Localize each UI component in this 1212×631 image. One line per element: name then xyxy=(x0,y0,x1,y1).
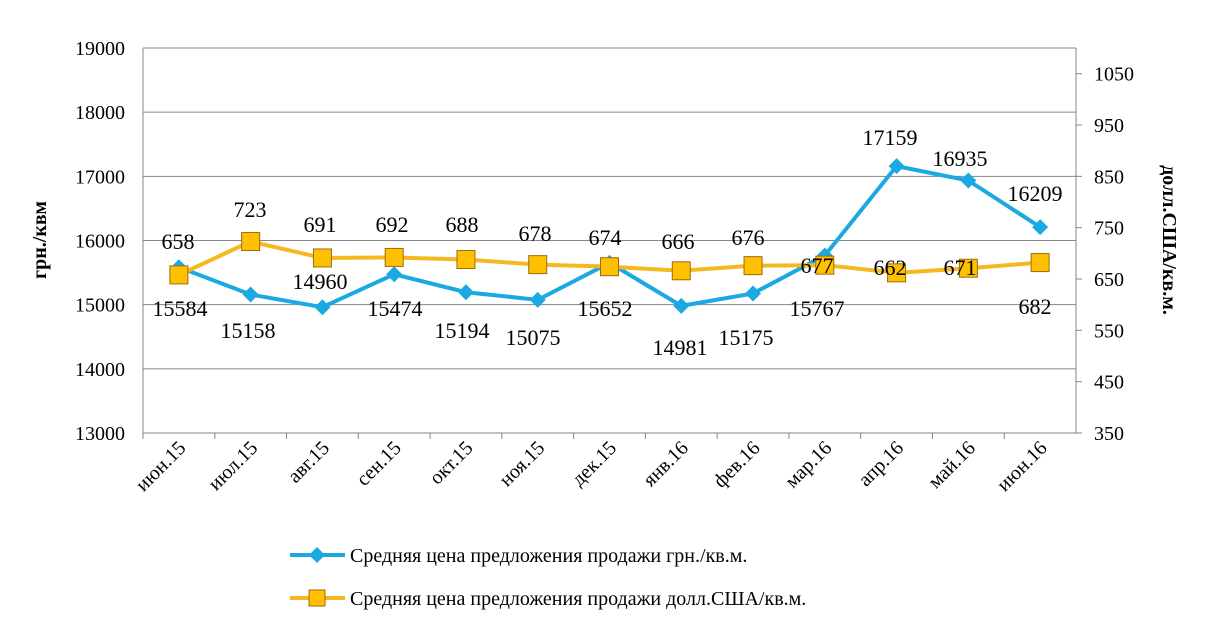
y2-tick-label: 1050 xyxy=(1094,64,1134,86)
data-label-usd: 676 xyxy=(732,225,765,250)
y-tick-label: 15000 xyxy=(75,295,125,317)
data-point-usd xyxy=(312,248,332,268)
right-axis-ticks: 350 450 550 650 750 850 950 1050 xyxy=(1094,64,1134,445)
legend: Средняя цена предложения продажи грн./кв… xyxy=(290,545,806,610)
y-tick-label: 14000 xyxy=(75,359,125,381)
data-point-usd xyxy=(169,265,189,285)
x-axis-ticks: июн.15 июл.15 авг.15 сен.15 окт.15 ноя.15 дек.… xyxy=(131,437,1051,496)
diamond-marker-icon xyxy=(309,547,325,563)
data-point-uah xyxy=(673,297,690,314)
data-point-usd xyxy=(958,258,978,278)
data-point-uah xyxy=(457,284,474,301)
data-point-uah xyxy=(1032,219,1049,236)
data-label-uah: 15767 xyxy=(790,296,845,321)
data-label-usd: 678 xyxy=(519,221,552,246)
x-tick-label: сен.15 xyxy=(352,437,406,491)
x-tick-label: авг.15 xyxy=(284,437,334,487)
data-point-usd xyxy=(384,247,404,267)
data-label-uah: 15194 xyxy=(435,318,490,343)
left-axis-title: грн./квм xyxy=(29,201,51,279)
left-axis-ticks: 13000 14000 15000 16000 17000 18000 19000 xyxy=(75,38,125,445)
x-tick-label: дек.15 xyxy=(567,437,621,491)
data-label-uah: 14960 xyxy=(293,269,348,294)
data-point-usd xyxy=(600,257,619,277)
data-label-uah: 15175 xyxy=(719,325,774,350)
x-tick-label: фев.16 xyxy=(709,437,764,492)
data-label-uah: 16935 xyxy=(933,146,988,171)
x-tick-label: июл.15 xyxy=(204,437,262,495)
data-point-usd xyxy=(528,255,548,275)
data-label-usd: 662 xyxy=(874,255,907,280)
y2-tick-label: 550 xyxy=(1094,320,1124,342)
x-tick-label: июн.15 xyxy=(131,437,190,496)
data-point-usd xyxy=(241,232,261,252)
x-tick-label: ноя.15 xyxy=(495,437,549,491)
legend-label-usd: Средняя цена предложения продажи долл.СШ… xyxy=(350,588,806,610)
right-axis-title: долл.США/кв.м. xyxy=(1158,165,1180,315)
legend-label-uah: Средняя цена предложения продажи грн./кв… xyxy=(350,545,747,567)
data-label-usd: 671 xyxy=(944,255,977,280)
data-point-usd xyxy=(671,261,691,281)
legend-item-usd[interactable]: Средняя цена предложения продажи долл.СШ… xyxy=(290,588,806,610)
data-point-usd xyxy=(887,263,907,283)
data-label-uah: 15474 xyxy=(368,296,423,321)
data-label-usd: 658 xyxy=(162,229,195,254)
data-point-uah xyxy=(960,172,977,189)
data-label-usd: 682 xyxy=(1019,294,1052,319)
data-point-uah xyxy=(529,291,546,308)
y2-tick-label: 650 xyxy=(1094,269,1124,291)
data-label-uah: 15584 xyxy=(153,296,208,321)
data-label-uah: 14981 xyxy=(653,335,708,360)
y2-tick-label: 750 xyxy=(1094,218,1124,240)
data-label-uah: 15075 xyxy=(506,325,561,350)
data-point-usd xyxy=(815,255,835,275)
data-label-usd: 692 xyxy=(376,212,409,237)
x-tick-label: май.16 xyxy=(924,437,980,493)
data-label-usd: 674 xyxy=(589,225,622,250)
y2-tick-label: 850 xyxy=(1094,166,1124,188)
data-point-uah xyxy=(386,266,403,283)
data-label-usd: 688 xyxy=(446,212,479,237)
data-point-uah xyxy=(314,299,331,316)
series-layer xyxy=(169,158,1050,316)
y-tick-label: 13000 xyxy=(75,423,125,445)
data-label-uah: 16209 xyxy=(1008,181,1063,206)
y2-tick-label: 950 xyxy=(1094,115,1124,137)
y-tick-label: 17000 xyxy=(75,166,125,188)
y-tick-label: 16000 xyxy=(75,231,125,253)
data-point-usd xyxy=(456,249,476,269)
y-tick-label: 19000 xyxy=(75,38,125,60)
x-tick-label: янв.16 xyxy=(639,437,693,491)
x-tick-label: окт.15 xyxy=(425,437,477,489)
data-labels: 15584 15158 14960 15474 15194 15075 15652 14981… xyxy=(153,125,1063,360)
data-point-uah xyxy=(888,158,905,175)
legend-item-uah[interactable]: Средняя цена предложения продажи грн./кв… xyxy=(290,545,747,567)
y2-tick-label: 350 xyxy=(1094,423,1124,445)
data-label-usd: 666 xyxy=(662,229,695,254)
data-label-usd: 723 xyxy=(234,197,267,222)
data-point-uah xyxy=(745,285,762,302)
data-point-usd xyxy=(743,256,763,276)
data-label-uah: 15158 xyxy=(221,318,276,343)
data-label-uah: 17159 xyxy=(863,125,918,150)
data-label-uah: 15652 xyxy=(578,296,633,321)
x-tick-label: мар.16 xyxy=(781,437,836,492)
data-label-usd: 677 xyxy=(801,253,834,278)
x-tick-label: апр.16 xyxy=(854,437,908,491)
y2-tick-label: 450 xyxy=(1094,372,1124,394)
square-marker-icon xyxy=(308,589,326,607)
x-tick-label: июн.16 xyxy=(993,437,1052,496)
data-point-uah xyxy=(242,286,259,303)
data-point-usd xyxy=(1030,253,1050,273)
y-tick-label: 18000 xyxy=(75,102,125,124)
data-label-usd: 691 xyxy=(304,212,337,237)
